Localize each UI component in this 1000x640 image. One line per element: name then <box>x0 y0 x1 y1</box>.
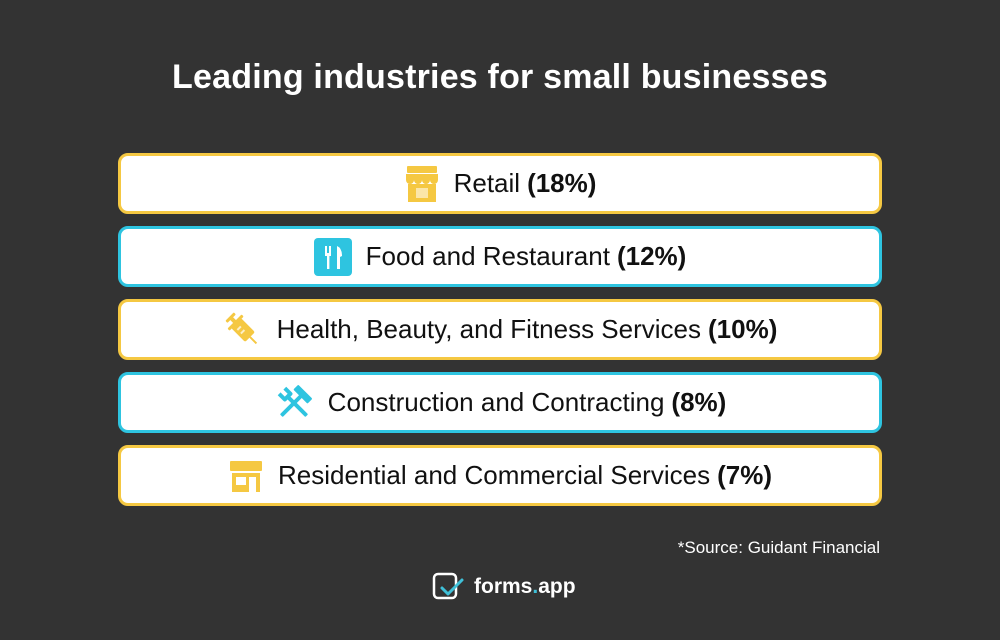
item-percentage: (18%) <box>527 168 597 198</box>
list-item-construction: Construction and Contracting (8%) <box>118 372 882 433</box>
industry-list: Retail (18%) Food and Restaurant (12%) <box>118 153 882 518</box>
fork-knife-icon <box>313 237 352 276</box>
item-percentage: (12%) <box>616 241 687 271</box>
list-item-retail: Retail (18%) <box>118 153 882 214</box>
list-item-residential: Residential and Commercial Services (7%) <box>118 445 882 506</box>
forms-app-logo-icon <box>432 572 464 600</box>
item-percentage: (7%) <box>717 460 772 490</box>
syringe-icon <box>223 310 263 350</box>
list-item-food: Food and Restaurant (12%) <box>118 226 882 287</box>
item-label: Retail <box>453 168 521 198</box>
page-title: Leading industries for small businesses <box>172 58 828 96</box>
storefront-icon <box>404 164 440 204</box>
brand-logo: forms. app <box>432 572 576 602</box>
item-label: Food and Restaurant <box>365 241 610 271</box>
source-note: *Source: Guidant Financial <box>677 538 880 557</box>
item-label: Health, Beauty, and Fitness Services <box>276 314 702 344</box>
item-label: Residential and Commercial Services <box>278 460 711 490</box>
brand-dot: . <box>532 575 539 598</box>
item-percentage: (10%) <box>708 314 778 344</box>
item-label: Construction and Contracting <box>327 387 665 417</box>
brand-suffix: app <box>538 575 576 598</box>
item-percentage: (8%) <box>671 387 727 417</box>
brand-name: forms <box>474 575 533 598</box>
shop-icon <box>228 458 264 494</box>
hammer-wrench-icon <box>274 383 314 423</box>
list-item-health: Health, Beauty, and Fitness Services (10… <box>118 299 882 360</box>
